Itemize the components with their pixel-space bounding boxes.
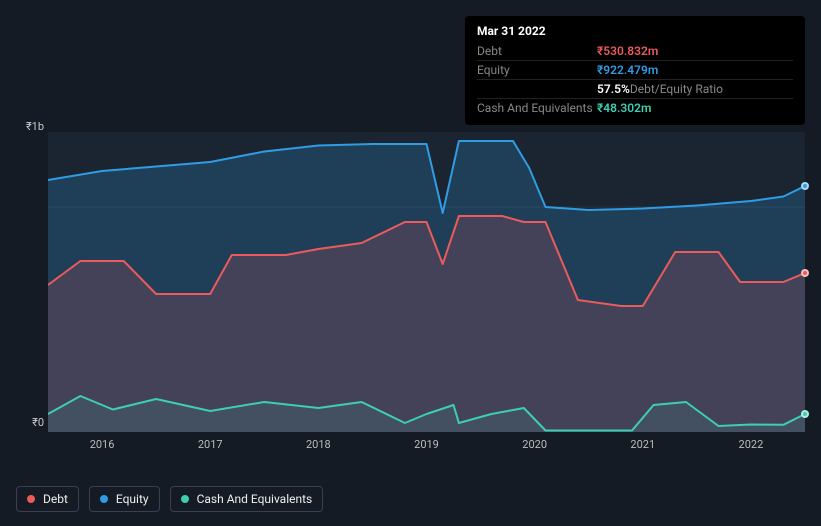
tooltip-row-label [477, 82, 597, 96]
tooltip-row: Equity₹922.479m [477, 61, 793, 80]
chart-svg [48, 132, 805, 432]
tooltip-row-value: ₹48.302m [597, 101, 651, 115]
x-axis-label: 2020 [522, 438, 547, 451]
chart-area: ₹1b ₹0 2016 2017 2018 2019 2020 2021 2022 [16, 120, 805, 465]
tooltip-row-label: Cash And Equivalents [477, 101, 597, 115]
legend-swatch-icon [100, 495, 108, 503]
tooltip-row: Debt₹530.832m [477, 42, 793, 61]
y-axis-zero-label: ₹0 [16, 416, 44, 429]
x-axis-label: 2022 [739, 438, 764, 451]
legend-swatch-icon [27, 495, 35, 503]
x-axis-label: 2021 [630, 438, 655, 451]
chart-legend: Debt Equity Cash And Equivalents [16, 486, 323, 512]
x-axis-label: 2017 [198, 438, 223, 451]
tooltip-row-label: Equity [477, 63, 597, 77]
legend-label: Cash And Equivalents [197, 492, 313, 506]
tooltip-row-value: 57.5% [597, 82, 630, 96]
tooltip-row-label: Debt [477, 44, 597, 58]
chart-tooltip: Mar 31 2022 Debt₹530.832mEquity₹922.479m… [465, 16, 805, 125]
chart-plot[interactable] [48, 132, 805, 432]
legend-item[interactable]: Equity [89, 486, 160, 512]
tooltip-row: Cash And Equivalents₹48.302m [477, 99, 793, 117]
x-axis-label: 2018 [306, 438, 331, 451]
legend-swatch-icon [181, 495, 189, 503]
tooltip-date: Mar 31 2022 [477, 24, 793, 38]
tooltip-row-meta: Debt/Equity Ratio [630, 82, 723, 96]
tooltip-row-value: ₹922.479m [597, 63, 658, 77]
legend-label: Debt [43, 492, 68, 506]
x-axis-label: 2019 [414, 438, 439, 451]
tooltip-row: 57.5% Debt/Equity Ratio [477, 80, 793, 99]
series-end-marker [801, 410, 809, 418]
legend-item[interactable]: Cash And Equivalents [170, 486, 324, 512]
x-axis-label: 2016 [90, 438, 115, 451]
series-end-marker [801, 182, 809, 190]
series-end-marker [801, 269, 809, 277]
tooltip-rows: Debt₹530.832mEquity₹922.479m57.5% Debt/E… [477, 42, 793, 117]
y-axis-max-label: ₹1b [16, 120, 44, 133]
legend-label: Equity [116, 492, 149, 506]
x-axis-labels: 2016 2017 2018 2019 2020 2021 2022 [48, 438, 805, 458]
tooltip-row-value: ₹530.832m [597, 44, 658, 58]
legend-item[interactable]: Debt [16, 486, 79, 512]
debt-equity-chart-panel: { "tooltip": { "date": "Mar 31 2022", "r… [0, 0, 821, 526]
